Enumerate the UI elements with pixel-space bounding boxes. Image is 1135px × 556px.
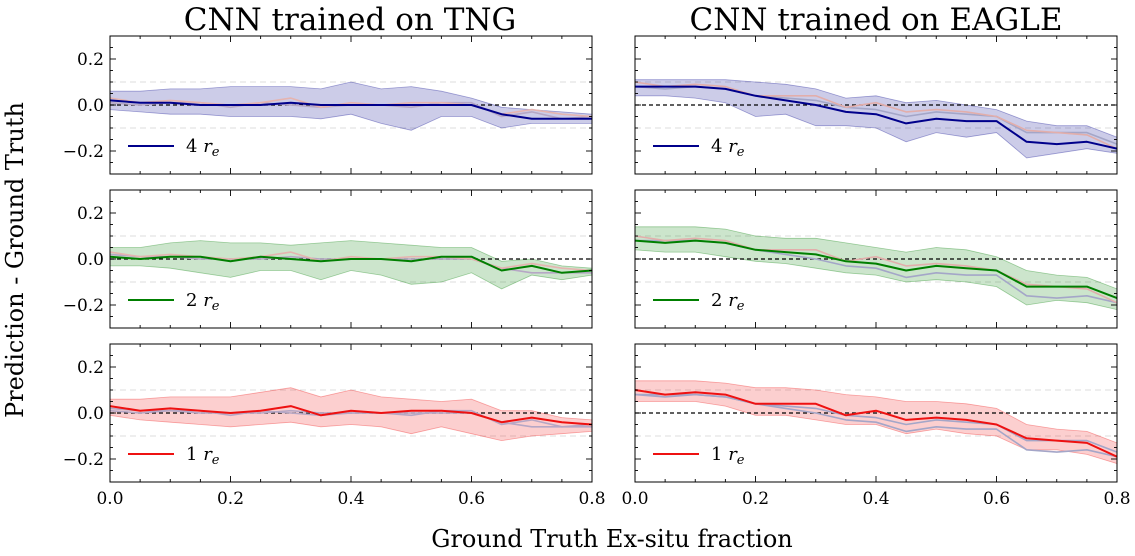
legend-label: 4 re bbox=[711, 136, 745, 160]
x-tick-label: 0.0 bbox=[96, 489, 123, 509]
y-tick-label: 0.0 bbox=[77, 96, 104, 116]
plot-area bbox=[635, 226, 1117, 311]
y-axis-label: Prediction - Ground Truth bbox=[1, 102, 29, 418]
y-tick-label: −0.2 bbox=[63, 296, 104, 316]
x-tick-label: 0.4 bbox=[862, 489, 889, 509]
panel-eagle-r2: 0.0 0.2 0.4 0.6 0.8 1 re bbox=[621, 343, 1131, 509]
plot-area bbox=[110, 235, 592, 290]
band-4re bbox=[110, 81, 592, 131]
y-tick-label: −0.2 bbox=[63, 450, 104, 470]
plot-area bbox=[110, 387, 592, 442]
series-line-4re-highlight bbox=[110, 99, 592, 120]
legend-label: 1 re bbox=[711, 444, 745, 468]
legend-label: 2 re bbox=[711, 290, 745, 314]
series-line-1re bbox=[110, 97, 592, 118]
x-tick-label: 0.6 bbox=[983, 489, 1010, 509]
panel-eagle-r0: 4 re bbox=[634, 35, 1118, 175]
x-tick-label: 0.8 bbox=[578, 489, 605, 509]
series-line-2re-highlight bbox=[635, 239, 1117, 300]
y-tick-label: 0.2 bbox=[77, 50, 104, 70]
legend-label: 2 re bbox=[186, 290, 220, 314]
band-2re bbox=[110, 240, 592, 290]
y-tick-label: 0.2 bbox=[77, 358, 104, 378]
plot-area bbox=[635, 79, 1117, 159]
x-axis-label: Ground Truth Ex-situ fraction bbox=[431, 525, 792, 553]
series-line-2re-highlight bbox=[110, 255, 592, 274]
y-tick-label: −0.2 bbox=[63, 142, 104, 162]
x-tick-label: 0.2 bbox=[742, 489, 769, 509]
y-tick-label: 0.0 bbox=[77, 404, 104, 424]
band-1re bbox=[110, 387, 592, 442]
panel-tng-r0: −0.2 0.0 0.2 4 re bbox=[63, 35, 593, 175]
x-tick-label: 0.2 bbox=[217, 489, 244, 509]
legend-label: 4 re bbox=[186, 136, 220, 160]
plot-area bbox=[110, 81, 592, 131]
x-tick-label: 0.4 bbox=[337, 489, 364, 509]
legend-label: 1 re bbox=[186, 444, 220, 468]
column-title-tng: CNN trained on TNG bbox=[184, 2, 517, 38]
plot-area bbox=[635, 380, 1117, 465]
x-tick-label: 0.0 bbox=[621, 489, 648, 509]
series-line-1re bbox=[635, 235, 1117, 304]
panel-grid: −0.20.00.24 re−0.20.00.22 re−0.20.00.20.… bbox=[63, 35, 1131, 509]
y-tick-label: 0.0 bbox=[77, 250, 104, 270]
band-4re bbox=[635, 79, 1117, 159]
panel-eagle-r1: 2 re bbox=[634, 189, 1118, 329]
panel-tng-r1: −0.2 0.0 0.2 2 re bbox=[63, 189, 593, 329]
y-tick-label: 0.2 bbox=[77, 204, 104, 224]
x-tick-label: 0.6 bbox=[458, 489, 485, 509]
series-line-1re-highlight bbox=[635, 389, 1117, 458]
x-tick-label: 0.8 bbox=[1103, 489, 1130, 509]
panel-tng-r2: −0.2 0.0 0.2 0.0 0.2 0.4 0.6 0.8 1 re bbox=[63, 343, 606, 509]
series-line-2re bbox=[635, 393, 1117, 453]
series-line-1re bbox=[635, 81, 1117, 150]
column-title-eagle: CNN trained on EAGLE bbox=[690, 2, 1063, 38]
series-line-1re-highlight bbox=[110, 405, 592, 426]
series-line-4re-highlight bbox=[635, 85, 1117, 150]
